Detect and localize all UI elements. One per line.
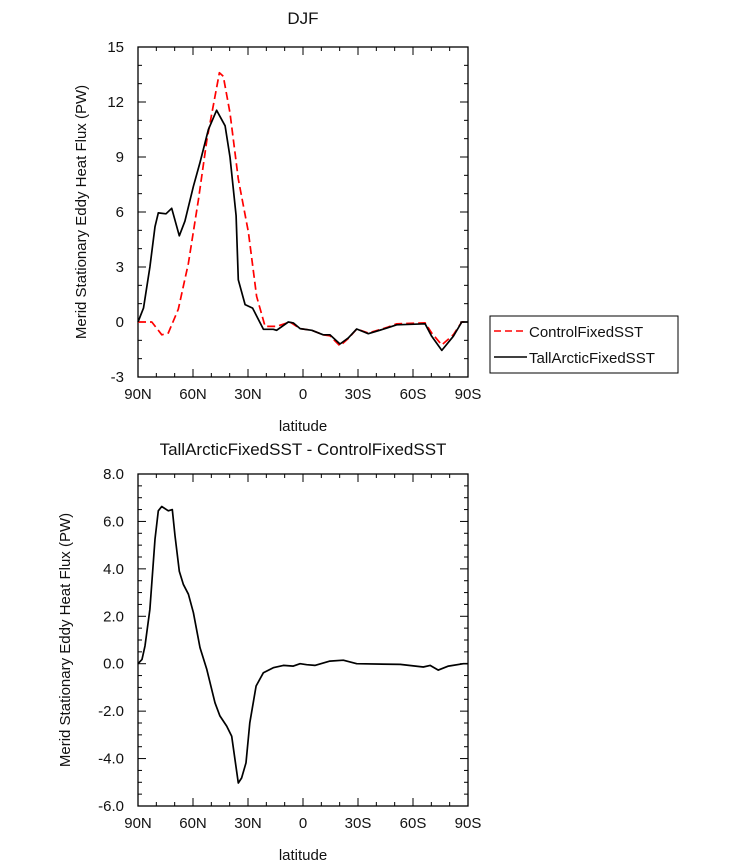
legend: ControlFixedSST TallArcticFixedSST [489,315,679,374]
bottom-x-tick-label: 60S [400,815,427,832]
top-x-tick-label: 60N [179,386,207,403]
top-series-line-tallarcticfixedsst [137,109,468,352]
top-y-tick-label: 12 [107,94,124,111]
top-x-tick-label: 60S [400,386,427,403]
legend-label-control: ControlFixedSST [529,324,643,341]
bottom-x-tick-label: 0 [299,815,307,832]
legend-label-tallarctic: TallArcticFixedSST [529,350,655,367]
top-x-axis-label: latitude [279,418,327,435]
top-x-tick-label: 90N [124,386,152,403]
bottom-plot: 90N 60N 30N 0 30S 60S 90S -6.0 -4.0 -2.0 0.0 2.0 4.0… [98,466,481,832]
bottom-y-tick-label: 2.0 [103,608,124,625]
bottom-series-line-0 [137,505,468,784]
bottom-y-tick-label: -6.0 [98,798,124,815]
bottom-x-tick-label: 30S [345,815,372,832]
bottom-y-tick-label: 6.0 [103,513,124,530]
top-x-tick-label: 30S [345,386,372,403]
bottom-chart-title: TallArcticFixedSST - ControlFixedSST [160,440,447,459]
top-x-tick-label: 90S [455,386,482,403]
top-y-tick-label: 6 [116,204,124,221]
top-chart-title: DJF [287,9,318,28]
bottom-y-tick-label: 4.0 [103,561,124,578]
top-y-axis-label: Merid Stationary Eddy Heat Flux (PW) [73,85,90,339]
top-x-tick-label: 30N [234,386,262,403]
bottom-x-tick-label: 30N [234,815,262,832]
bottom-x-tick-label: 60N [179,815,207,832]
bottom-y-tick-label: 8.0 [103,466,124,483]
bottom-frame [137,473,469,807]
legend-box [489,315,679,374]
top-y-tick-label: 15 [107,39,124,56]
bottom-y-tick-label: -2.0 [98,703,124,720]
bottom-y-tick-label: 0.0 [103,656,124,673]
bottom-x-tick-label: 90N [124,815,152,832]
bottom-x-axis-label: latitude [279,847,327,864]
bottom-y-axis-label: Merid Stationary Eddy Heat Flux (PW) [57,513,74,767]
top-y-tick-label: -3 [111,369,124,386]
bottom-y-tick-label: -4.0 [98,751,124,768]
top-plot: 90N 60N 30N 0 30S 60S 90S -3 0 3 6 9 12 15 [107,39,481,403]
bottom-x-tick-label: 90S [455,815,482,832]
top-y-tick-label: 9 [116,149,124,166]
top-y-tick-label: 3 [116,259,124,276]
top-y-tick-label: 0 [116,314,124,331]
top-x-tick-label: 0 [299,386,307,403]
